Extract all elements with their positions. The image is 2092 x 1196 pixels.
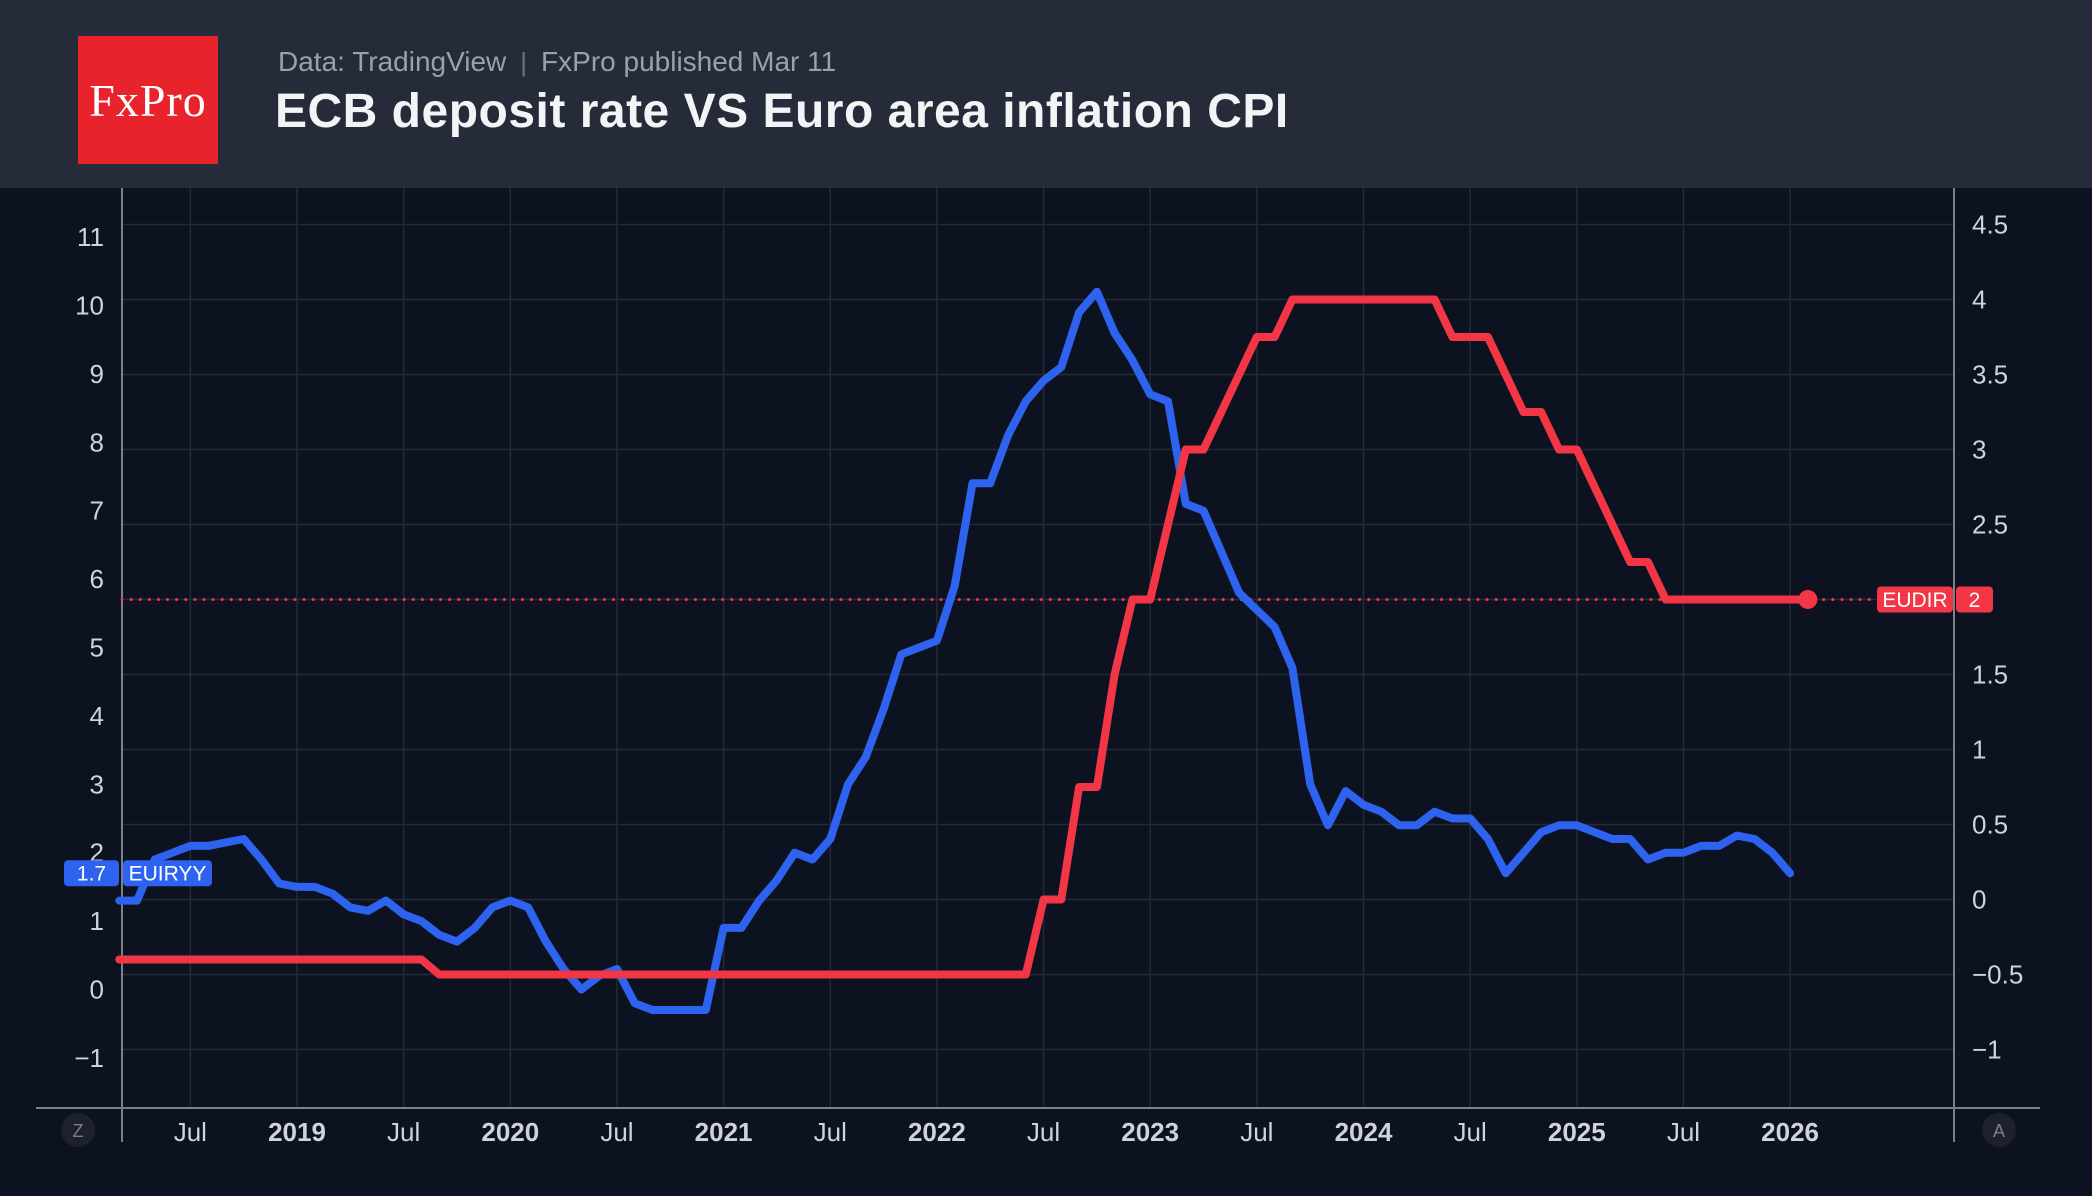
time-axis-tick-label: 2019 xyxy=(268,1117,326,1147)
left-axis-tick-label: 7 xyxy=(90,496,104,526)
left-axis-tick-label: 3 xyxy=(90,769,104,799)
time-axis-tick-label: 2023 xyxy=(1121,1117,1179,1147)
eudir-end-dot xyxy=(1798,590,1818,609)
euiryy-badge: 1.7 EUIRYY xyxy=(64,860,212,887)
time-axis-tick-label: Jul xyxy=(1240,1117,1273,1147)
right-axis-tick-label: 2.5 xyxy=(1972,510,2008,540)
time-axis-tick-label: Jul xyxy=(814,1117,847,1147)
time-axis-tick-label: Jul xyxy=(174,1117,207,1147)
eudir-badge: EUDIR 2 xyxy=(1877,586,1993,613)
time-axis-tick-label: Jul xyxy=(1667,1117,1700,1147)
auto-scale-button-circle[interactable] xyxy=(1982,1113,2016,1147)
fxpro-logo: FxPro xyxy=(78,36,218,164)
right-axis-tick-label: 1.5 xyxy=(1972,660,2008,690)
left-axis-tick-label: 6 xyxy=(90,564,104,594)
auto-scale-button[interactable]: A xyxy=(1982,1113,2016,1147)
time-axis-tick-label: Jul xyxy=(387,1117,420,1147)
right-axis-tick-label: 0.5 xyxy=(1972,810,2008,840)
zoom-reset-button-letter: Z xyxy=(73,1121,84,1141)
left-axis-tick-label: 8 xyxy=(90,427,104,457)
time-axis-tick-label: 2020 xyxy=(481,1117,539,1147)
time-axis-tick-label: Jul xyxy=(600,1117,633,1147)
right-axis-tick-label: −1 xyxy=(1972,1035,2002,1065)
time-axis-tick-label: Jul xyxy=(1454,1117,1487,1147)
fxpro-logo-text: FxPro xyxy=(89,74,207,126)
time-axis-tick-label: 2025 xyxy=(1548,1117,1606,1147)
left-axis-tick-label: 2 xyxy=(90,838,104,868)
time-axis-tick-label: 2024 xyxy=(1335,1117,1393,1147)
eudir-line xyxy=(115,295,1812,979)
eudir-value-text: 2 xyxy=(1969,589,1981,612)
left-axis-tick-label: 9 xyxy=(90,359,104,389)
left-axis-tick-label: 5 xyxy=(90,633,104,663)
euiryy-line xyxy=(115,287,1795,1014)
page-title: ECB deposit rate VS Euro area inflation … xyxy=(275,85,1289,138)
eudir-label-box xyxy=(1877,586,1953,613)
auto-scale-button-letter: A xyxy=(1993,1121,2005,1141)
left-axis-tick-label: −1 xyxy=(74,1043,104,1073)
left-axis-tick-label: 1 xyxy=(90,906,104,936)
time-axis-tick-label: 2022 xyxy=(908,1117,966,1147)
data-source-text: Data: TradingView xyxy=(278,46,507,77)
euiryy-label-text: EUIRYY xyxy=(129,863,207,886)
right-axis-tick-label: 3 xyxy=(1972,435,1986,465)
right-axis-tick-label: −0.5 xyxy=(1972,960,2023,990)
right-axis-tick-label: 3.5 xyxy=(1972,360,2008,390)
zoom-reset-button[interactable]: Z xyxy=(61,1113,95,1147)
eudir-label-text: EUDIR xyxy=(1882,589,1947,612)
subtitle-separator: | xyxy=(520,47,528,77)
time-axis-labels: Jul 2019 Jul 2020 Jul 2021 Jul 2022 Jul 2023 Jul 20… xyxy=(174,1117,1819,1147)
time-axis-tick-label: Jul xyxy=(1027,1117,1060,1147)
chart-subtitle: Data: TradingView | FxPro published Mar 11 xyxy=(278,46,836,78)
right-axis-tick-label: 4 xyxy=(1972,285,1986,315)
left-axis-tick-label: 11 xyxy=(77,222,104,252)
right-axis-tick-label: 0 xyxy=(1972,885,1986,915)
euiryy-value-text: 1.7 xyxy=(77,863,106,886)
gridlines xyxy=(122,188,1954,1108)
euiryy-value-box xyxy=(64,860,119,887)
time-axis-tick-label: 2026 xyxy=(1761,1117,1819,1147)
header: FxPro Data: TradingView | FxPro published … xyxy=(0,0,2092,188)
axis-lines xyxy=(36,188,2040,1142)
zoom-reset-button-circle[interactable] xyxy=(61,1113,95,1147)
time-axis-tick-label: 2021 xyxy=(695,1117,753,1147)
right-axis-tick-label: 1 xyxy=(1972,735,1986,765)
euiryy-label-box xyxy=(123,860,212,887)
right-axis-tick-label: 4.5 xyxy=(1972,210,2008,240)
left-axis-tick-label: 4 xyxy=(90,701,104,731)
left-axis-tick-label: 10 xyxy=(75,291,104,321)
eudir-value-box xyxy=(1956,586,1993,613)
published-text: FxPro published Mar 11 xyxy=(541,46,837,77)
left-axis-tick-label: 0 xyxy=(90,975,104,1005)
right-axis-labels: 4.5 4 3.5 3 2.5 1.5 1 0.5 0 −0.5 −1 xyxy=(1972,210,2023,1065)
